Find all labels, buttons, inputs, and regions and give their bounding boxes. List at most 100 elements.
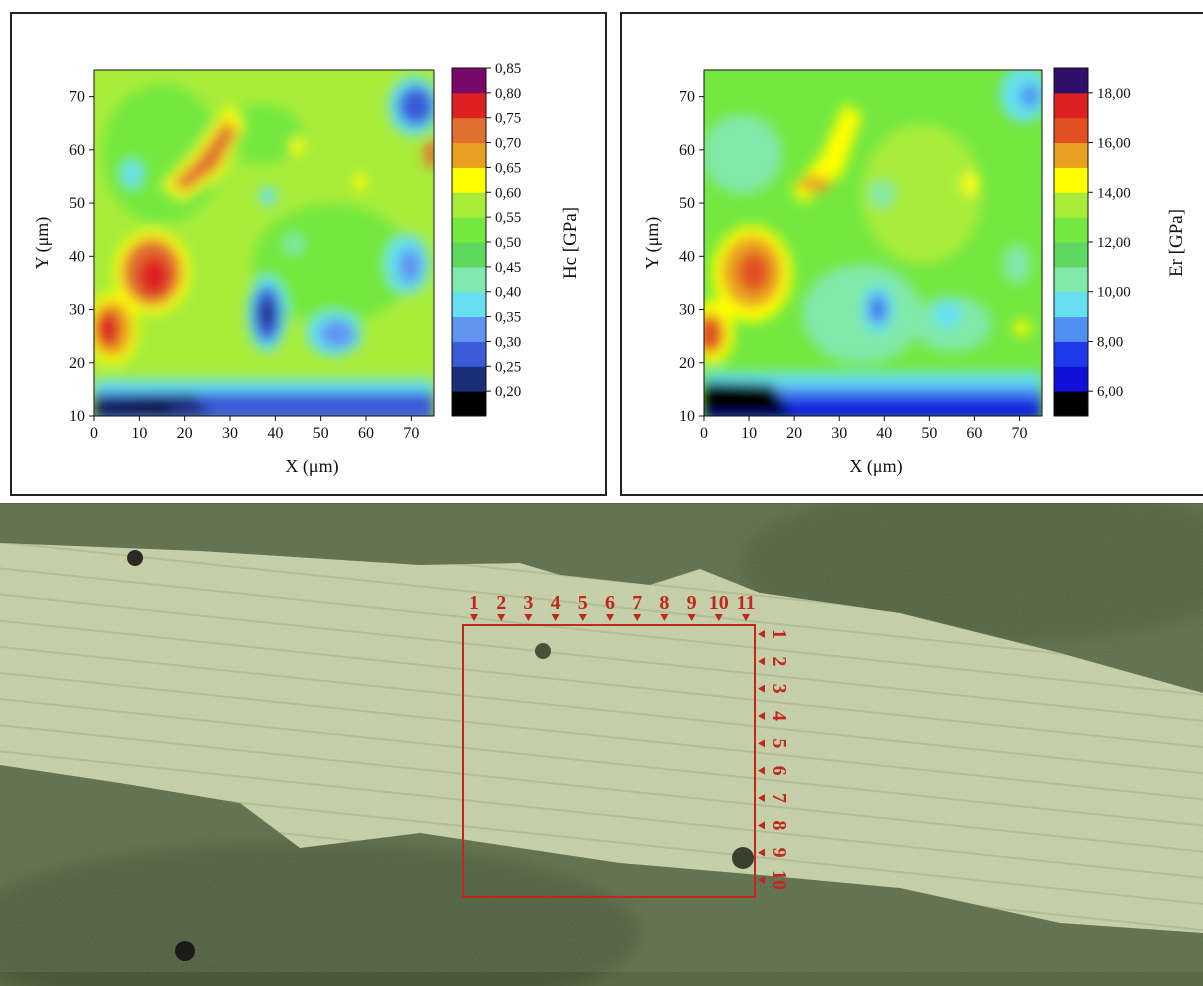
hc-colorbar-tick-label: 0,45 <box>495 260 521 276</box>
row-marker-label: 9 <box>768 848 790 858</box>
row-marker-arrow <box>758 657 765 666</box>
column-marker-arrow <box>551 614 560 621</box>
er-colorbar-tick-label: 10,00 <box>1097 285 1131 301</box>
row-marker-arrow <box>758 876 765 884</box>
column-marker-arrow <box>606 614 614 621</box>
photo-shadow <box>0 843 640 986</box>
er-contour-region <box>1020 84 1040 108</box>
er-contour-region <box>933 300 961 328</box>
column-marker-arrow <box>742 614 750 621</box>
hc-colorbar-label: Hc [GPa] <box>560 207 581 279</box>
photo-pore <box>732 847 754 869</box>
hc-colorbar-segment <box>452 266 486 293</box>
er-contour-region <box>704 314 724 354</box>
hc-colorbar-segment <box>452 68 486 94</box>
row-marker-label: 3 <box>768 684 790 694</box>
hc-colorbar-tick-label: 0,20 <box>495 384 521 400</box>
row-marker-arrow <box>758 712 765 720</box>
er-y-tick-label: 20 <box>679 355 695 372</box>
column-marker-label: 5 <box>578 592 588 614</box>
hc-colorbar-segment <box>452 142 486 168</box>
row-marker-label: 1 <box>768 629 790 639</box>
hc-contour-region <box>94 402 182 416</box>
column-marker-arrow <box>660 614 669 621</box>
er-x-tick-label: 20 <box>786 425 802 442</box>
er-colorbar-tick-label: 8,00 <box>1097 334 1123 350</box>
hc-x-tick-label: 10 <box>131 425 147 442</box>
hc-colorbar-tick-label: 0,25 <box>495 359 521 375</box>
hc-colorbar-segment <box>452 391 486 417</box>
hc-y-tick-label: 40 <box>69 248 85 265</box>
column-marker-label: 1 <box>469 592 479 614</box>
er-y-tick-label: 40 <box>679 248 695 265</box>
er-colorbar-tick-label: 6,00 <box>1097 384 1123 400</box>
er-y-tick-label: 10 <box>679 408 695 425</box>
er-y-axis-label: Y (μm) <box>642 217 663 269</box>
hc-x-tick-label: 70 <box>403 425 419 442</box>
hc-colorbar-segment <box>452 92 486 119</box>
er-colorbar-segment <box>1054 391 1088 417</box>
er-colorbar-segment <box>1054 291 1088 318</box>
er-contour-region <box>704 406 1042 416</box>
er-contour-region <box>962 172 978 196</box>
hc-y-tick-label: 20 <box>69 355 85 372</box>
hc-colorbar-tick-label: 0,80 <box>495 86 521 102</box>
er-x-tick-label: 10 <box>741 425 757 442</box>
column-marker-label: 10 <box>709 592 729 614</box>
hc-contour-region <box>260 186 276 206</box>
hc-contour-region <box>172 119 237 192</box>
hc-x-tick-label: 0 <box>90 425 98 442</box>
er-colorbar-segment <box>1054 142 1088 168</box>
hc-contour-region <box>252 204 412 324</box>
row-marker-arrow <box>758 766 765 775</box>
er-colorbar-segment <box>1054 167 1088 193</box>
photo-pore <box>127 550 143 566</box>
hc-colorbar-tick-label: 0,40 <box>495 285 521 301</box>
er-contour-region <box>870 180 894 208</box>
hc-colorbar-tick-label: 0,30 <box>495 334 521 350</box>
er-y-tick-label: 50 <box>679 195 695 212</box>
column-marker-label: 4 <box>551 592 561 614</box>
hc-y-tick-label: 70 <box>69 89 85 106</box>
photo-pore <box>535 643 551 659</box>
hc-y-tick-label: 50 <box>69 195 85 212</box>
column-marker-arrow <box>497 614 506 621</box>
hc-y-tick-label: 10 <box>69 408 85 425</box>
er-x-tick-label: 70 <box>1011 425 1027 442</box>
column-marker-label: 3 <box>523 592 533 614</box>
er-contour-region <box>862 124 982 264</box>
er-colorbar-segment <box>1054 341 1088 367</box>
er-plot-frame <box>703 69 1043 417</box>
hc-contour-region <box>290 138 304 154</box>
hc-y-tick-label: 30 <box>69 302 85 319</box>
hc-contour-region <box>319 320 355 348</box>
er-x-tick-label: 40 <box>876 425 892 442</box>
column-marker-arrow <box>524 614 533 621</box>
hc-colorbar-segment <box>452 117 486 144</box>
er-colorbar-segment <box>1054 68 1088 94</box>
hc-plot-frame <box>93 69 435 417</box>
er-y-tick-label: 60 <box>679 142 695 159</box>
hc-colorbar-tick-label: 0,55 <box>495 210 521 226</box>
hc-colorbar-tick-label: 0,50 <box>495 235 521 251</box>
hc-contour-region <box>96 311 120 347</box>
er-colorbar-segment <box>1054 242 1088 268</box>
row-marker-label: 4 <box>768 711 790 721</box>
hc-colorbar-segment <box>452 217 486 243</box>
hc-map-panel: 0 10 20 30 40 50 60 70 10 20 30 40 50 60 70 0,20 0,25 0,… <box>10 12 607 496</box>
column-marker-label: 6 <box>605 592 615 614</box>
hc-x-tick-label: 30 <box>222 425 238 442</box>
hc-contour-region <box>122 160 142 188</box>
hc-contour-region <box>354 173 366 191</box>
hc-colorbar-segment <box>452 192 486 218</box>
row-marker-arrow <box>758 821 765 830</box>
column-marker-arrow <box>470 614 478 621</box>
row-marker-arrow <box>758 794 765 802</box>
er-contour-region <box>704 114 782 194</box>
er-colorbar-segment <box>1054 117 1088 144</box>
column-marker-arrow <box>714 614 723 621</box>
row-marker-label: 8 <box>768 820 790 830</box>
row-marker-arrow <box>758 630 765 638</box>
hc-y-axis-label: Y (μm) <box>32 217 53 269</box>
row-marker-label: 2 <box>768 656 790 666</box>
